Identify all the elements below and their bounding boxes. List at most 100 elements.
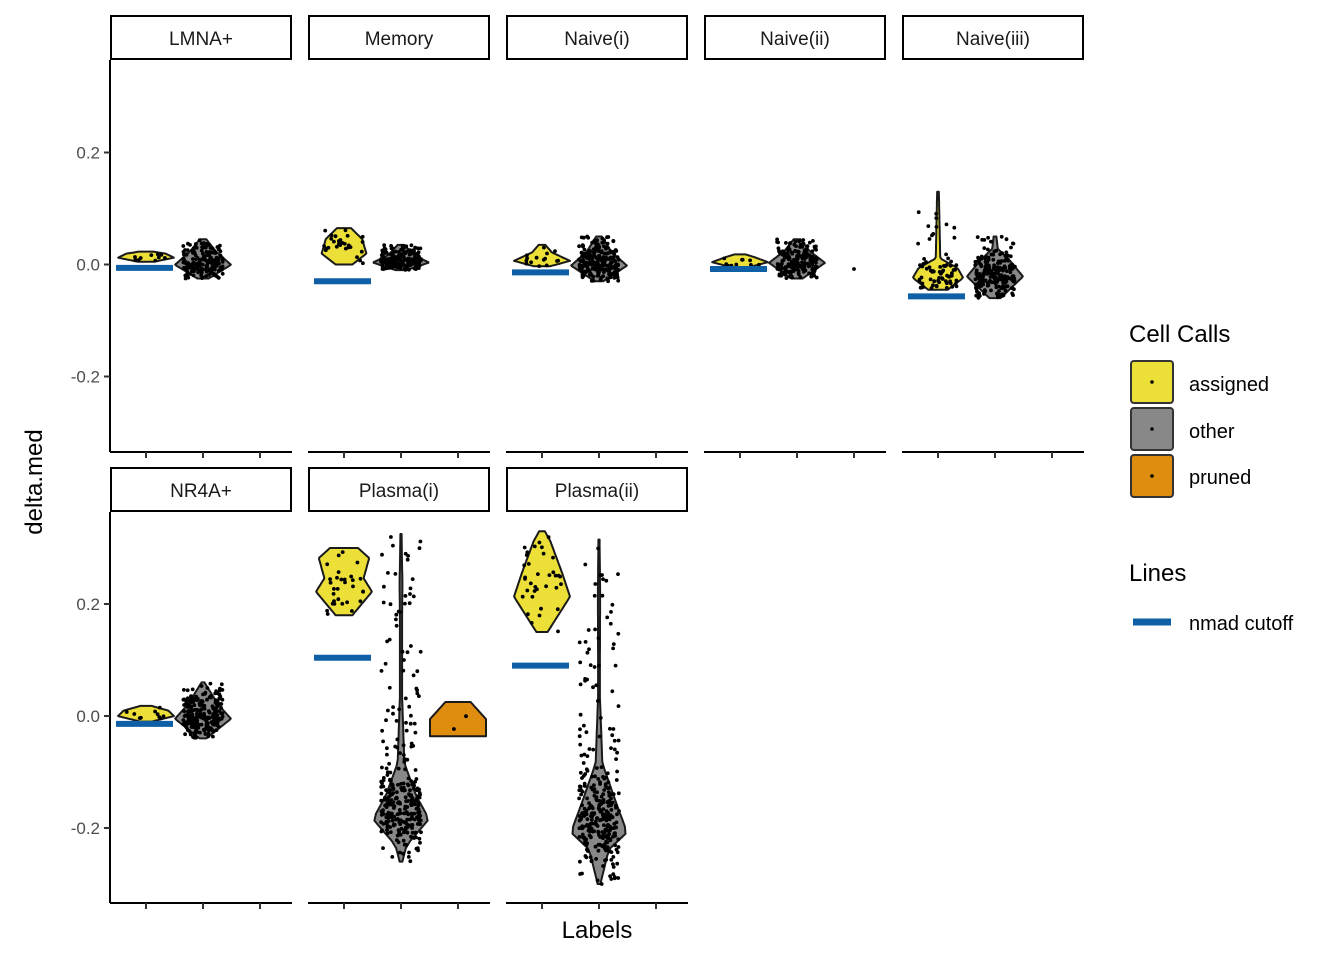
data-point [922, 257, 926, 261]
data-point [596, 546, 600, 551]
data-point [609, 877, 614, 881]
data-point [592, 261, 597, 266]
y-tick-label: -0.2 [71, 819, 100, 838]
data-point [991, 257, 996, 262]
data-point [199, 684, 204, 688]
data-point [390, 792, 394, 797]
data-point [608, 726, 612, 731]
data-point [523, 577, 527, 581]
data-point [604, 245, 609, 250]
data-point [385, 824, 390, 829]
data-point [590, 814, 594, 819]
data-point [383, 803, 387, 808]
data-point [998, 266, 1003, 271]
jitter-points-assigned [520, 535, 563, 634]
data-point [597, 804, 601, 809]
jitter-points-other [181, 238, 225, 281]
data-point [542, 245, 546, 250]
data-point [605, 786, 610, 790]
data-point [408, 721, 413, 726]
facet-strip-label: LMNA+ [169, 29, 233, 50]
data-point [954, 278, 959, 283]
data-point [409, 644, 413, 648]
data-point [603, 782, 608, 786]
data-point [989, 252, 994, 257]
data-point [203, 690, 208, 695]
data-point [600, 830, 605, 834]
data-point [1011, 241, 1016, 246]
data-point [993, 267, 998, 271]
legend-key-point [1150, 474, 1154, 478]
jitter-points-assigned [916, 210, 959, 291]
data-point [612, 822, 617, 826]
data-point [583, 772, 588, 776]
data-point [551, 570, 556, 575]
data-point [525, 588, 530, 593]
data-point [613, 248, 618, 252]
data-point [206, 716, 211, 720]
facet-panel: Plasma(i) [308, 467, 490, 909]
data-point [540, 545, 544, 550]
data-point [413, 730, 418, 735]
data-point [132, 712, 137, 716]
data-point [187, 265, 192, 270]
data-point [584, 767, 589, 772]
data-point [614, 847, 619, 852]
data-point [578, 682, 583, 687]
data-point [616, 837, 621, 842]
data-point [159, 253, 164, 257]
data-point [587, 252, 592, 256]
data-point [605, 615, 610, 620]
data-point [391, 543, 395, 548]
data-point [607, 793, 612, 798]
data-point [611, 826, 616, 830]
data-point [801, 238, 806, 242]
legend-label-pruned: pruned [1189, 467, 1251, 489]
data-point [1011, 279, 1016, 283]
data-point [611, 855, 616, 859]
data-point [583, 269, 587, 274]
data-point [208, 246, 213, 250]
data-point [189, 705, 194, 709]
data-point [582, 723, 586, 728]
data-point [199, 270, 204, 275]
data-point [385, 773, 390, 777]
data-point [556, 629, 560, 634]
data-point [778, 251, 782, 256]
data-point [589, 279, 594, 283]
data-point [596, 848, 601, 853]
data-point [612, 738, 617, 743]
data-point [188, 701, 193, 705]
data-point [783, 271, 787, 276]
data-point [939, 271, 943, 276]
jitter-points-pruned [452, 714, 468, 731]
data-point [209, 695, 213, 700]
data-point [204, 250, 209, 254]
data-point [593, 582, 598, 586]
data-point [602, 846, 607, 851]
data-point [953, 282, 958, 286]
data-point [601, 274, 606, 279]
data-point [554, 585, 559, 590]
data-point [810, 255, 815, 259]
data-point [394, 719, 399, 723]
data-point [402, 759, 407, 764]
data-point [325, 612, 330, 616]
data-point [992, 263, 996, 268]
data-point [207, 251, 212, 255]
data-point [397, 707, 402, 712]
data-point [418, 246, 423, 251]
data-point [781, 258, 786, 262]
data-point [790, 259, 795, 264]
data-point [590, 787, 595, 792]
data-point [203, 732, 208, 736]
data-point [537, 540, 542, 545]
data-point [917, 277, 922, 282]
data-point [580, 274, 585, 279]
data-point [544, 263, 549, 268]
data-point [920, 285, 924, 290]
data-point [397, 253, 401, 258]
data-point [393, 744, 398, 749]
data-point [219, 267, 224, 272]
data-point [360, 240, 365, 244]
